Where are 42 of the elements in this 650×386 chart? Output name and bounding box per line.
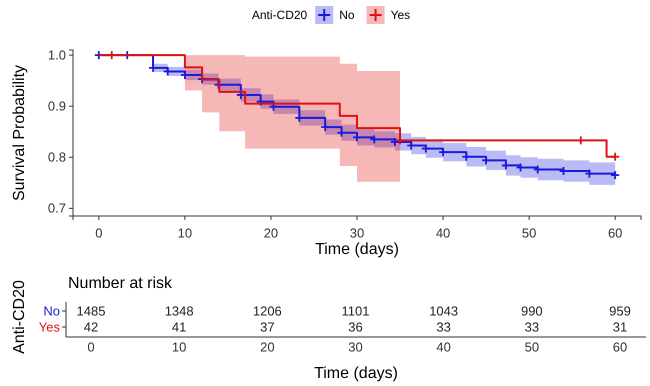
data-label: 990 — [520, 304, 543, 319]
x-tick-label: 40 — [436, 340, 451, 355]
y-axis-title: Anti-CD20 — [11, 280, 28, 354]
x-tick-label: 60 — [608, 225, 622, 240]
x-tick-label: 50 — [524, 340, 540, 355]
x-tick-label: 0 — [95, 225, 102, 240]
x-tick-label: 0 — [87, 340, 95, 355]
data-label: 42 — [84, 320, 98, 335]
data-label: 33 — [524, 320, 540, 335]
data-label: 41 — [172, 320, 186, 335]
chart-title: Number at risk — [68, 275, 174, 292]
y-tick-label: 0.9 — [48, 98, 66, 114]
y-tick-label: 0.8 — [48, 149, 66, 164]
x-tick-label: 60 — [612, 340, 628, 355]
x-axis-title: Time (days) — [314, 365, 398, 382]
x-tick-label: 30 — [348, 340, 363, 355]
data-label: 36 — [348, 320, 363, 335]
data-label: 1485 — [76, 304, 106, 319]
legend-label: No — [339, 8, 355, 22]
data-label: 959 — [609, 304, 631, 319]
data-label: 1043 — [429, 304, 458, 319]
data-label: 33 — [436, 320, 451, 335]
x-tick-label: 20 — [264, 225, 278, 240]
y-tick-label: 1.0 — [48, 47, 66, 62]
x-tick-label: 20 — [260, 340, 275, 355]
y-tick-label: Yes — [38, 320, 60, 335]
x-tick-label: 30 — [350, 225, 364, 240]
data-label: 1348 — [164, 304, 194, 319]
x-tick-label: 50 — [522, 225, 536, 240]
y-tick-label: 0.7 — [48, 200, 66, 216]
data-label: 31 — [612, 320, 628, 335]
x-tick-label: 10 — [172, 340, 186, 355]
legend-title: Anti-CD20 — [252, 8, 308, 22]
data-label: 37 — [260, 320, 275, 335]
x-tick-label: 10 — [178, 225, 192, 240]
x-axis-title: Time (days) — [315, 241, 399, 258]
legend-label: Yes — [390, 8, 410, 22]
data-label: 1206 — [252, 304, 282, 319]
y-axis-title: Survival Probability — [11, 64, 28, 202]
y-tick-label: No — [43, 304, 60, 319]
data-label: 1101 — [342, 304, 370, 319]
x-tick-label: 40 — [436, 225, 450, 240]
